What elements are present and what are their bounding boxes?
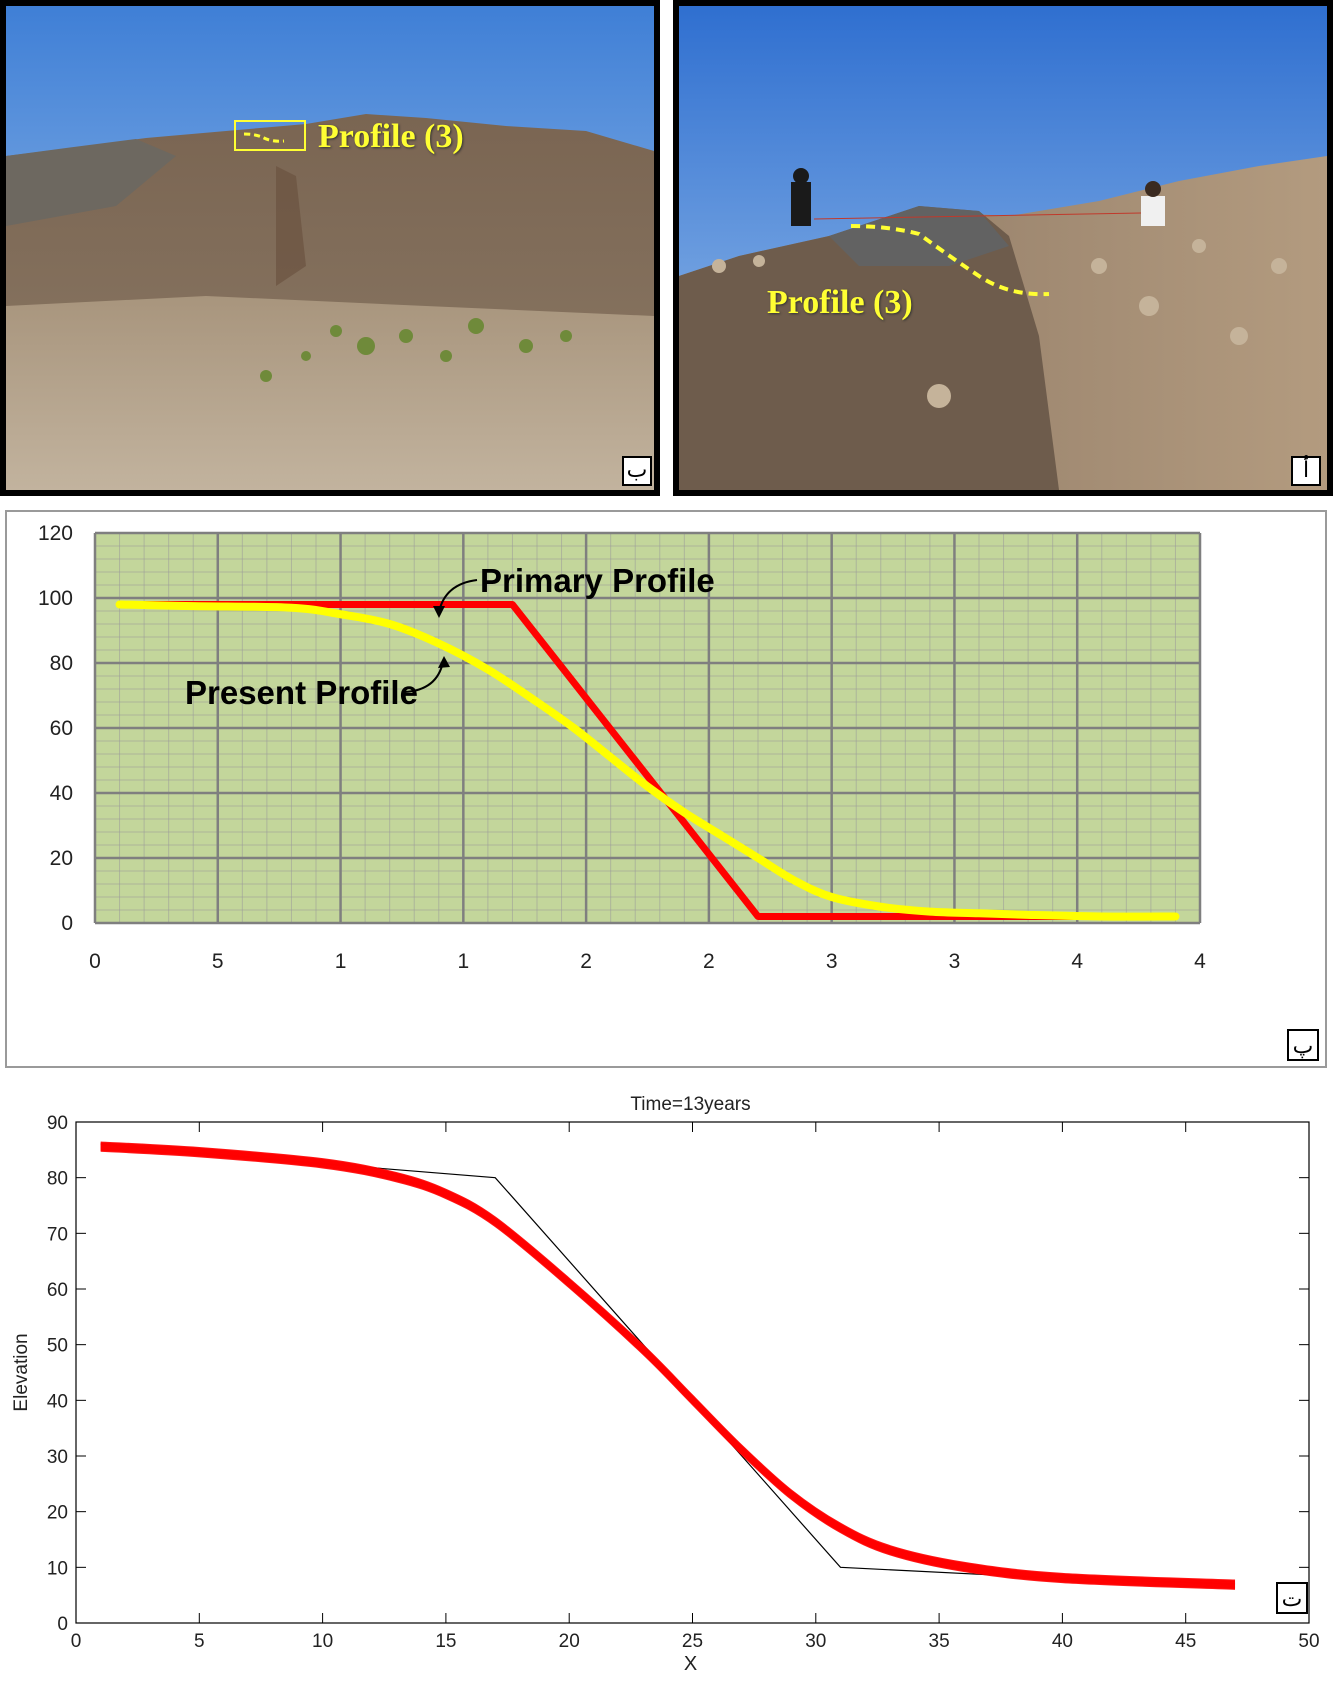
chart-t-plot-frame [75,1121,1310,1624]
chart-t-series-red-line [100,1149,1236,1590]
chart-p-y-tick-label: 120 [38,522,73,545]
chart-t-y-tick-label: 90 [47,1113,68,1134]
chart-t-y-tick-label: 70 [47,1224,68,1245]
chart-t-x-tick-label: 15 [435,1631,456,1652]
chart-p-x-tick-label: 4 [1194,950,1206,973]
chart-t-y-axis-label: Elevation [11,1333,32,1411]
chart-p-annotation-primary: Primary Profile [480,562,715,599]
chart-p-y-tick-label: 80 [50,652,73,675]
chart-p-y-tick-label: 40 [50,782,73,805]
chart-t-y-tick-label: 20 [47,1503,68,1524]
chart-primary-present-profile: 0 5 1 1 2 2 3 3 4 4 0 20 40 60 80 100 120 Primary Profile… [5,510,1327,1068]
chart-t-svg: 0 5 10 15 20 25 30 35 40 45 50 0 10 20 30 40 50 60 70 80 90 T… [11,1094,1320,1675]
chart-t-title: Time=13years [630,1094,750,1115]
photo-right-panel-letter: أ [1291,456,1321,486]
photo-left-panel-letter: ب [622,456,652,486]
chart-p-series-present-line [115,600,1180,921]
chart-t-y-tick-label: 50 [47,1336,68,1357]
chart-t-y-tick-label: 0 [57,1614,68,1635]
chart-t-x-tick-label: 40 [1052,1631,1073,1652]
chart-p-panel-letter-box [1287,1029,1319,1061]
chart-p-y-tick-label: 0 [61,912,73,935]
photo-right-profile-label: Profile (3) [767,284,913,321]
chart-t-y-tick-label: 10 [47,1558,68,1579]
chart-t-panel-letter: ت [1282,1586,1303,1611]
chart-t-x-tick-label: 25 [682,1631,703,1652]
photo-right-illustration [679,6,1327,490]
chart-t-panel-letter-box [1276,1582,1308,1614]
chart-t-x-tick-label: 50 [1298,1631,1319,1652]
chart-t-y-tick-label: 80 [47,1169,68,1190]
chart-p-x-tick-label: 1 [335,950,347,973]
chart-p-annotation-present: Present Profile [185,674,418,711]
chart-t-y-tick-label: 60 [47,1280,68,1301]
chart-p-annotation-primary-arrowhead [433,606,445,618]
chart-t-x-tick-label: 10 [312,1631,333,1652]
chart-t-x-tick-label: 0 [71,1631,82,1652]
chart-p-x-tick-label: 0 [89,950,101,973]
chart-p-x-tick-label: 1 [457,950,469,973]
chart-t-x-tick-label: 30 [805,1631,826,1652]
photo-panel-left: Profile (3) ب [0,0,660,496]
chart-t-y-tick-label: 30 [47,1447,68,1468]
chart-p-y-tick-label: 100 [38,587,73,610]
chart-elevation-simulation: 0 5 10 15 20 25 30 35 40 45 50 0 10 20 30 40 50 60 70 80 90 T… [0,1085,1333,1679]
chart-p-x-tick-label: 4 [1071,950,1083,973]
photo-left-profile-label: Profile (3) [318,118,464,155]
photo-panel-right: Profile (3) أ [673,0,1333,496]
chart-t-x-tick-label: 20 [559,1631,580,1652]
chart-t-x-axis-label: X [684,1653,697,1675]
chart-p-x-tick-label: 3 [949,950,961,973]
chart-t-series-red-band [100,1141,1236,1590]
chart-t-y-tick-label: 40 [47,1391,68,1412]
chart-p-x-tick-label: 2 [580,950,592,973]
photo-left-illustration [6,6,654,490]
chart-p-panel-letter: پ [1293,1033,1314,1059]
chart-p-x-tick-label: 2 [703,950,715,973]
chart-p-x-tick-label: 3 [826,950,838,973]
chart-p-y-tick-label: 20 [50,847,73,870]
chart-t-x-tick-label: 45 [1175,1631,1196,1652]
chart-p-x-tick-label: 5 [212,950,224,973]
chart-t-x-tick-label: 35 [929,1631,950,1652]
chart-t-x-tick-label: 5 [194,1631,205,1652]
chart-p-y-tick-label: 60 [50,717,73,740]
chart-p-series-primary-line [119,601,1176,920]
chart-p-annotation-present-arrowhead [438,656,450,668]
